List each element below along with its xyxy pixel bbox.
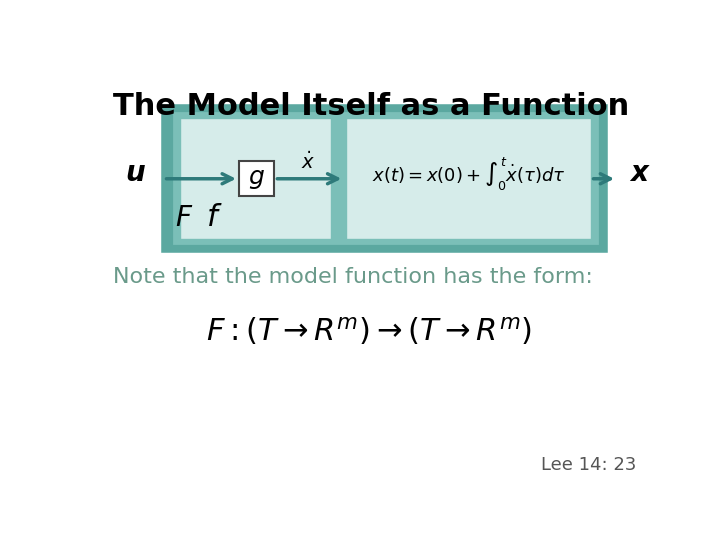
Text: $F$: $F$ (175, 204, 194, 232)
Bar (180, 118, 331, 239)
Bar (174, 112, 597, 244)
Text: Note that the model function has the form:: Note that the model function has the for… (113, 267, 593, 287)
Bar (239, 161, 274, 197)
Text: $\dot{x}$: $\dot{x}$ (302, 151, 315, 173)
Bar (163, 107, 606, 249)
Text: $g$: $g$ (248, 167, 265, 191)
Text: $f$: $f$ (206, 203, 222, 232)
Text: $x(t) = x(0) + \int_0^t \dot{x}(\tau)d\tau$: $x(t) = x(0) + \int_0^t \dot{x}(\tau)d\t… (372, 157, 565, 193)
Text: $F:(T \rightarrow R^m) \rightarrow (T \rightarrow R^m)$: $F:(T \rightarrow R^m) \rightarrow (T \r… (206, 315, 532, 347)
Bar (346, 118, 590, 239)
Text: $\boldsymbol{u}$: $\boldsymbol{u}$ (125, 159, 145, 187)
Text: The Model Itself as a Function: The Model Itself as a Function (113, 92, 629, 121)
Text: Lee 14: 23: Lee 14: 23 (541, 456, 636, 475)
Text: $\boldsymbol{x}$: $\boldsymbol{x}$ (629, 159, 650, 187)
